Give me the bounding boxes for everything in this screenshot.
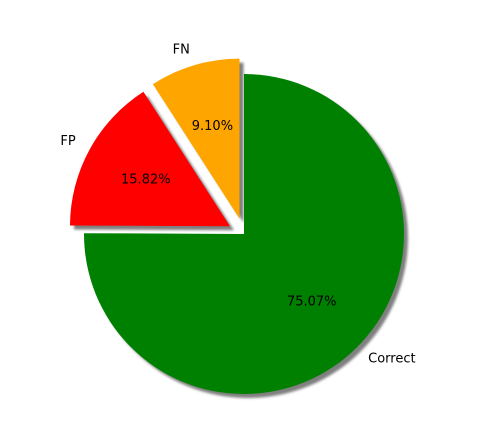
slice-label-fp: FP	[60, 134, 75, 149]
slice-correct	[84, 74, 405, 394]
labels: 9.10% FN 15.82% FP 75.07% Correct	[60, 42, 415, 366]
slice-label-fn: FN	[173, 42, 190, 57]
slice-fn	[152, 58, 240, 219]
slice-fp	[69, 91, 230, 227]
slices	[69, 58, 405, 394]
pct-label-fn: 9.10%	[192, 119, 233, 134]
slice-label-correct: Correct	[368, 351, 415, 366]
pct-label-fp: 15.82%	[121, 173, 171, 188]
pct-label-correct: 75.07%	[287, 295, 337, 310]
